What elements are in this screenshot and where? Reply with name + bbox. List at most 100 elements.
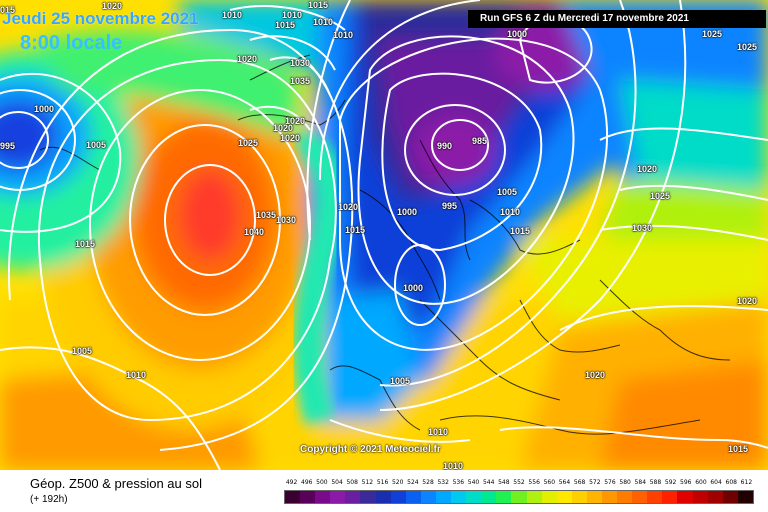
isobar-label: 1010	[222, 10, 243, 20]
isobar-label: 1025	[650, 191, 671, 201]
isobar-label: 1005	[72, 346, 93, 356]
color-scale-labels: 492 496 500 504 508 512 516 520 524 528 532 536 540 5…	[284, 480, 754, 488]
forecast-time: 8:00 locale	[20, 32, 123, 54]
scale-label: 560	[543, 479, 556, 486]
isobar-label: 1020	[338, 202, 359, 212]
isobar-label: 1015	[345, 225, 366, 235]
scale-swatch	[647, 491, 663, 503]
scale-label: 588	[649, 479, 662, 486]
isobar-label: 1035	[290, 76, 311, 86]
scale-swatch	[571, 491, 587, 503]
scale-swatch	[632, 491, 648, 503]
scale-swatch	[375, 491, 391, 503]
isobar-label: 1025	[238, 138, 259, 148]
scale-swatch	[466, 491, 482, 503]
isobar-label: 1040	[244, 227, 265, 237]
isobar-label: 1000	[507, 29, 528, 39]
scale-swatch	[405, 491, 421, 503]
isobar-label: 1020	[280, 133, 301, 143]
isobar-label: 1005	[390, 376, 411, 386]
scale-label: 508	[346, 479, 358, 486]
isobar-label: 1020	[273, 123, 294, 133]
scale-swatch	[496, 491, 512, 503]
scale-label: 564	[558, 479, 571, 486]
scale-swatch	[451, 491, 467, 503]
scale-label: 572	[589, 479, 601, 486]
scale-label: 504	[331, 479, 343, 486]
scale-label: 512	[361, 479, 374, 486]
scale-label: 592	[664, 479, 677, 486]
scale-swatch	[360, 491, 376, 503]
scale-label: 580	[619, 479, 631, 486]
map-graphic	[0, 0, 768, 470]
scale-swatch	[526, 491, 542, 503]
isobar-label: 015	[0, 5, 16, 15]
isobar-label: 1020	[237, 54, 258, 64]
geopotential-map: 015 1020 1010 1015 1015 1010 1010 1010 1…	[0, 0, 768, 470]
scale-swatch	[481, 491, 497, 503]
scale-label: 536	[452, 479, 465, 486]
scale-swatch	[345, 491, 361, 503]
scale-swatch	[692, 491, 708, 503]
isobar-label: 1035	[256, 210, 277, 220]
isobar-label: 1010	[313, 17, 334, 27]
scale-label: 556	[528, 479, 540, 486]
scale-label: 500	[316, 479, 328, 486]
isobar-label: 1030	[632, 223, 653, 233]
scale-label: 576	[604, 479, 616, 486]
color-scale-bar	[284, 490, 754, 504]
forecast-date: Jeudi 25 novembre 2021	[2, 9, 199, 28]
scale-label: 612	[740, 479, 753, 486]
scale-label: 568	[573, 479, 586, 486]
isobar-label: 1005	[86, 140, 107, 150]
isobar-label: 1015	[510, 226, 531, 236]
isobar-label: 1020	[737, 296, 758, 306]
scale-label: 516	[376, 479, 389, 486]
isobar-label: 995	[442, 201, 458, 211]
scale-swatch	[722, 491, 738, 503]
isobar-label: 1025	[702, 29, 723, 39]
isobar-label: 1015	[728, 444, 749, 454]
copyright-text: Copyright © 2021 Meteociel.fr	[300, 444, 441, 455]
isobar-label: 1015	[75, 239, 96, 249]
scale-label: 608	[725, 479, 737, 486]
scale-swatch	[285, 491, 301, 503]
isobar-label: 1020	[585, 370, 606, 380]
scale-label: 540	[467, 479, 480, 486]
scale-label: 532	[437, 479, 449, 486]
scale-swatch	[390, 491, 406, 503]
scale-swatch	[556, 491, 572, 503]
scale-label: 584	[634, 479, 647, 486]
isobar-label: 1020	[637, 164, 658, 174]
scale-swatch	[677, 491, 693, 503]
isobar-label: 1015	[308, 0, 329, 10]
isobar-label: 990	[437, 141, 453, 151]
scale-label: 600	[695, 479, 707, 486]
scale-swatch	[601, 491, 618, 503]
map-parameter-title: Géop. Z500 & pression au sol	[30, 476, 202, 491]
scale-label: 552	[513, 479, 525, 486]
scale-swatch	[586, 491, 602, 503]
run-info: Run GFS 6 Z du Mercredi 17 novembre 2021	[468, 10, 766, 28]
isobar-label: 1030	[290, 58, 311, 68]
scale-label: 528	[422, 479, 434, 486]
scale-swatch	[300, 491, 316, 503]
scale-label: 604	[710, 479, 722, 486]
isobar-label: 1010	[500, 207, 521, 217]
isobar-label: 1000	[403, 283, 424, 293]
scale-label: 596	[680, 479, 692, 486]
scale-label: 520	[391, 479, 404, 486]
scale-label: 548	[498, 479, 510, 486]
scale-swatch	[420, 491, 436, 503]
scale-label: 544	[482, 479, 495, 486]
scale-swatch	[617, 491, 633, 503]
isobar-label: 1025	[737, 42, 758, 52]
isobar-label: 1010	[333, 30, 354, 40]
isobar-label: 1020	[102, 1, 123, 11]
scale-swatch	[662, 491, 678, 503]
isobar-label: 1010	[282, 10, 303, 20]
isobar-label: 1020	[285, 116, 306, 126]
scale-swatch	[315, 491, 331, 503]
isobar-label: 985	[472, 136, 488, 146]
